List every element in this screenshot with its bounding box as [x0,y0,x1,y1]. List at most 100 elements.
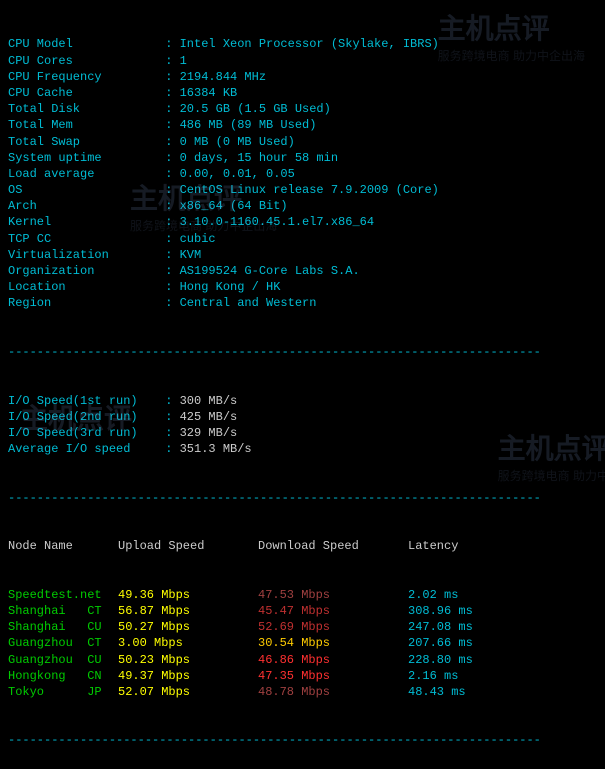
colon-separator: : [158,118,180,132]
sysinfo-label: Load average [8,166,158,182]
speedtest-row: Tokyo JP52.07 Mbps48.78 Mbps48.43 ms [8,684,597,700]
upload-speed: 56.87 Mbps [118,603,258,619]
colon-separator: : [158,426,180,440]
node-name: Shanghai CU [8,619,118,635]
sysinfo-label: Region [8,295,158,311]
speedtest-row: Speedtest.net49.36 Mbps47.53 Mbps2.02 ms [8,587,597,603]
separator-line: ----------------------------------------… [8,490,597,506]
speedtest-row: Hongkong CN49.37 Mbps47.35 Mbps2.16 ms [8,668,597,684]
upload-speed: 49.37 Mbps [118,668,258,684]
node-name: Shanghai CT [8,603,118,619]
sysinfo-row: Location : Hong Kong / HK [8,279,597,295]
sysinfo-value: KVM [180,248,202,262]
download-speed: 30.54 Mbps [258,635,408,651]
speedtest-row: Shanghai CU50.27 Mbps52.69 Mbps247.08 ms [8,619,597,635]
sysinfo-row: Total Disk : 20.5 GB (1.5 GB Used) [8,101,597,117]
sysinfo-row: Virtualization : KVM [8,247,597,263]
sysinfo-value: 0 days, 15 hour 58 min [180,151,338,165]
sysinfo-label: TCP CC [8,231,158,247]
sysinfo-value: AS199524 G-Core Labs S.A. [180,264,360,278]
colon-separator: : [158,86,180,100]
download-speed: 47.53 Mbps [258,587,408,603]
io-label: I/O Speed(3rd run) [8,425,158,441]
colon-separator: : [158,394,180,408]
colon-separator: : [158,215,180,229]
terminal-output: CPU Model : Intel Xeon Processor (Skylak… [0,0,605,769]
sysinfo-value: 16384 KB [180,86,238,100]
latency: 48.43 ms [408,684,466,700]
sysinfo-label: CPU Model [8,36,158,52]
sysinfo-row: Organization : AS199524 G-Core Labs S.A. [8,263,597,279]
node-name: Hongkong CN [8,668,118,684]
latency: 247.08 ms [408,619,473,635]
sysinfo-label: Total Mem [8,117,158,133]
colon-separator: : [158,280,180,294]
download-speed: 52.69 Mbps [258,619,408,635]
sysinfo-value: 1 [180,54,187,68]
colon-separator: : [158,248,180,262]
speedtest-row: Shanghai CT56.87 Mbps45.47 Mbps308.96 ms [8,603,597,619]
sysinfo-value: 486 MB (89 MB Used) [180,118,317,132]
sysinfo-row: Region : Central and Western [8,295,597,311]
sysinfo-label: OS [8,182,158,198]
sysinfo-label: Total Disk [8,101,158,117]
sysinfo-value: 0 MB (0 MB Used) [180,135,295,149]
sysinfo-row: Arch : x86_64 (64 Bit) [8,198,597,214]
header-latency: Latency [408,538,458,554]
colon-separator: : [158,264,180,278]
upload-speed: 49.36 Mbps [118,587,258,603]
sysinfo-label: Organization [8,263,158,279]
io-value: 329 MB/s [180,426,238,440]
sysinfo-value: cubic [180,232,216,246]
header-node: Node Name [8,538,118,554]
sysinfo-row: Total Swap : 0 MB (0 MB Used) [8,134,597,150]
sysinfo-value: 2194.844 MHz [180,70,266,84]
header-upload: Upload Speed [118,538,258,554]
speedtest-row: Guangzhou CT3.00 Mbps30.54 Mbps207.66 ms [8,635,597,651]
upload-speed: 50.23 Mbps [118,652,258,668]
sysinfo-label: CPU Cores [8,53,158,69]
sysinfo-value: x86_64 (64 Bit) [180,199,288,213]
sysinfo-row: Kernel : 3.10.0-1160.45.1.el7.x86_64 [8,214,597,230]
node-name: Guangzhou CU [8,652,118,668]
sysinfo-value: Intel Xeon Processor (Skylake, IBRS) [180,37,439,51]
node-name: Tokyo JP [8,684,118,700]
sysinfo-label: Kernel [8,214,158,230]
download-speed: 45.47 Mbps [258,603,408,619]
io-label: Average I/O speed [8,441,158,457]
sysinfo-label: System uptime [8,150,158,166]
sysinfo-row: Load average : 0.00, 0.01, 0.05 [8,166,597,182]
sysinfo-value: 0.00, 0.01, 0.05 [180,167,295,181]
upload-speed: 52.07 Mbps [118,684,258,700]
io-speed-row: Average I/O speed : 351.3 MB/s [8,441,597,457]
sysinfo-label: Virtualization [8,247,158,263]
colon-separator: : [158,54,180,68]
colon-separator: : [158,442,180,456]
latency: 2.16 ms [408,668,458,684]
colon-separator: : [158,102,180,116]
sysinfo-row: CPU Frequency : 2194.844 MHz [8,69,597,85]
header-download: Download Speed [258,538,408,554]
separator-line: ----------------------------------------… [8,344,597,360]
io-value: 351.3 MB/s [180,442,252,456]
io-value: 300 MB/s [180,394,238,408]
sysinfo-row: CPU Model : Intel Xeon Processor (Skylak… [8,36,597,52]
sysinfo-label: CPU Frequency [8,69,158,85]
colon-separator: : [158,37,180,51]
colon-separator: : [158,199,180,213]
io-value: 425 MB/s [180,410,238,424]
io-speed-row: I/O Speed(2nd run) : 425 MB/s [8,409,597,425]
colon-separator: : [158,296,180,310]
download-speed: 47.35 Mbps [258,668,408,684]
sysinfo-value: CentOS Linux release 7.9.2009 (Core) [180,183,439,197]
speedtest-row: Guangzhou CU50.23 Mbps46.86 Mbps228.80 m… [8,652,597,668]
sysinfo-value: Central and Western [180,296,317,310]
latency: 228.80 ms [408,652,473,668]
speedtest-header: Node NameUpload SpeedDownload SpeedLaten… [8,538,597,554]
sysinfo-row: Total Mem : 486 MB (89 MB Used) [8,117,597,133]
sysinfo-label: Total Swap [8,134,158,150]
io-speed-row: I/O Speed(3rd run) : 329 MB/s [8,425,597,441]
node-name: Guangzhou CT [8,635,118,651]
upload-speed: 50.27 Mbps [118,619,258,635]
sysinfo-row: System uptime : 0 days, 15 hour 58 min [8,150,597,166]
